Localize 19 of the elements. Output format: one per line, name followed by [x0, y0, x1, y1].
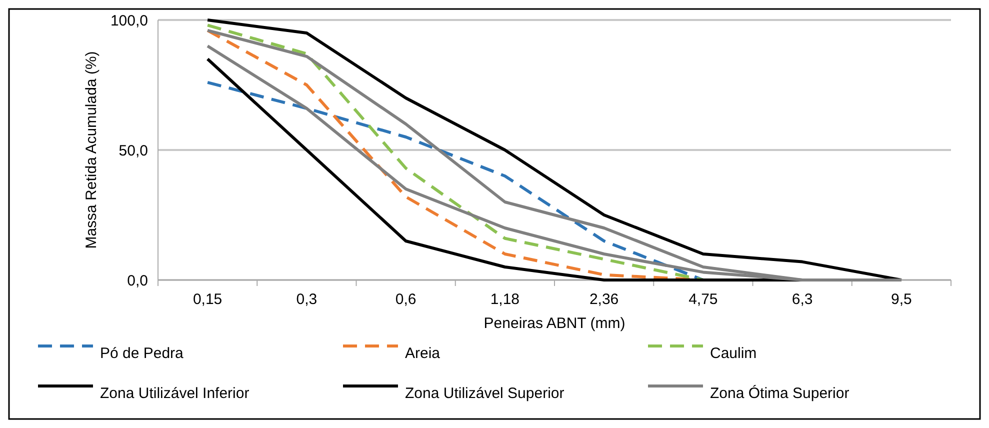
x-tick-label: 9,5 — [891, 291, 912, 308]
legend-label: Zona Utilizável Superior — [405, 385, 564, 402]
x-tick-label: 0,3 — [296, 291, 318, 308]
legend-label: Areia — [405, 345, 441, 362]
y-tick-label: 0,0 — [127, 272, 148, 290]
x-tick-label: 4,75 — [688, 291, 718, 308]
legend-label: Zona Ótima Superior — [710, 384, 850, 402]
x-tick-label: 1,18 — [490, 291, 520, 308]
legend-label: Zona Utilizável Inferior — [100, 385, 250, 402]
x-tick-label: 0,15 — [192, 291, 222, 308]
y-tick-label: 100,0 — [110, 12, 148, 30]
y-tick-label: 50,0 — [118, 142, 148, 160]
x-axis-title: Peneiras ABNT (mm) — [484, 315, 626, 332]
legend-label: Caulim — [710, 345, 757, 362]
x-tick-label: 2,36 — [589, 291, 619, 308]
x-tick-label: 6,3 — [792, 291, 813, 308]
legend-label: Pó de Pedra — [100, 345, 184, 362]
y-axis-title: Massa Retida Acumulada (%) — [83, 51, 100, 249]
x-tick-label: 0,6 — [395, 291, 416, 308]
